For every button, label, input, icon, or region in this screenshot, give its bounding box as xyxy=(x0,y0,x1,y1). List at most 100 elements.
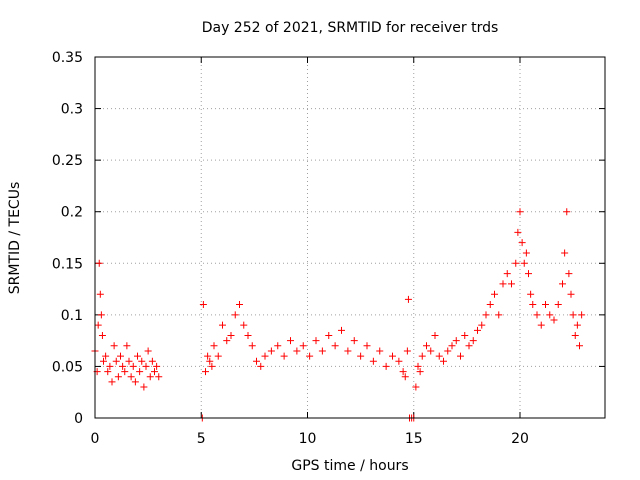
data-point xyxy=(569,311,577,319)
data-point xyxy=(127,373,135,381)
data-point xyxy=(522,249,530,257)
x-tick-label: 20 xyxy=(511,431,529,447)
data-point xyxy=(223,337,231,345)
data-point xyxy=(542,301,549,309)
data-point xyxy=(412,383,420,391)
data-point xyxy=(244,331,252,339)
y-tick-label: 0.05 xyxy=(52,359,83,375)
data-point xyxy=(344,347,352,355)
data-point xyxy=(561,249,569,257)
data-point xyxy=(567,290,575,298)
data-point xyxy=(527,290,535,298)
grid-lines xyxy=(95,57,605,418)
data-point xyxy=(280,352,288,360)
data-point xyxy=(102,352,110,360)
data-point xyxy=(395,357,403,365)
data-point xyxy=(403,347,411,355)
data-point xyxy=(474,326,481,334)
data-point xyxy=(491,290,498,298)
data-point xyxy=(435,352,443,360)
data-point xyxy=(240,321,248,329)
x-tick-label: 0 xyxy=(91,431,100,447)
data-point xyxy=(401,373,409,381)
data-point xyxy=(546,311,554,319)
data-point xyxy=(529,301,537,309)
data-point xyxy=(95,259,103,267)
data-point xyxy=(106,362,114,370)
y-tick-label: 0.35 xyxy=(52,50,83,66)
data-point xyxy=(520,259,528,267)
data-point xyxy=(287,337,294,345)
data-point xyxy=(414,362,422,370)
data-point xyxy=(427,347,435,355)
data-point xyxy=(537,321,545,329)
data-point xyxy=(94,321,102,329)
data-point xyxy=(96,290,104,298)
data-point xyxy=(151,368,158,376)
data-point xyxy=(399,368,407,376)
data-point xyxy=(482,311,490,319)
data-point xyxy=(98,331,106,339)
data-point xyxy=(486,301,494,309)
data-point xyxy=(350,337,358,345)
data-point xyxy=(418,352,426,360)
data-point xyxy=(236,301,243,309)
data-point xyxy=(444,347,452,355)
x-tick-label: 10 xyxy=(299,431,317,447)
plot-frame xyxy=(94,56,606,419)
data-point xyxy=(214,352,222,360)
data-point xyxy=(267,347,275,355)
data-point xyxy=(206,357,214,365)
data-point xyxy=(465,342,473,350)
y-tick-label: 0.25 xyxy=(52,153,83,169)
data-point xyxy=(404,295,412,303)
data-point xyxy=(202,368,209,376)
data-point xyxy=(134,352,141,360)
tick-labels: 0 5 10 15 20 0 0.05 0.1 0.15 0.2 0.25 0.3 0.35 xyxy=(52,50,529,447)
data-point xyxy=(110,342,118,350)
data-point xyxy=(318,347,326,355)
data-point xyxy=(261,352,269,360)
data-point xyxy=(338,326,345,334)
data-point xyxy=(248,342,256,350)
data-point xyxy=(140,383,148,391)
data-point xyxy=(219,321,226,329)
y-tick-label: 0.2 xyxy=(61,205,83,221)
data-point xyxy=(431,331,439,339)
data-point xyxy=(231,311,239,319)
data-point xyxy=(306,352,314,360)
data-point xyxy=(461,331,469,339)
data-point xyxy=(416,368,424,376)
data-point xyxy=(563,208,571,216)
data-point xyxy=(312,337,320,345)
data-point xyxy=(499,280,507,288)
data-point xyxy=(376,347,384,355)
data-point xyxy=(571,331,579,339)
data-point xyxy=(369,357,377,365)
y-axis-label: SRMTID / TECUs xyxy=(7,182,23,295)
data-point xyxy=(97,311,105,319)
data-points xyxy=(91,208,586,422)
data-point xyxy=(576,342,583,350)
data-point xyxy=(573,321,581,329)
y-tick-label: 0.3 xyxy=(61,102,83,118)
data-point xyxy=(144,347,152,355)
data-point xyxy=(131,378,139,386)
data-point xyxy=(578,311,586,319)
data-point xyxy=(389,352,396,360)
data-point xyxy=(257,362,265,370)
data-point xyxy=(503,270,511,278)
data-point xyxy=(136,368,144,376)
data-point xyxy=(514,228,522,236)
data-point xyxy=(357,352,365,360)
data-point xyxy=(155,373,163,381)
data-point xyxy=(108,378,116,386)
data-point xyxy=(153,362,161,370)
data-point xyxy=(142,362,150,370)
data-point xyxy=(559,280,566,288)
data-point xyxy=(325,331,333,339)
y-tick-label: 0 xyxy=(74,411,83,427)
data-point xyxy=(227,331,235,339)
data-point xyxy=(204,352,212,360)
